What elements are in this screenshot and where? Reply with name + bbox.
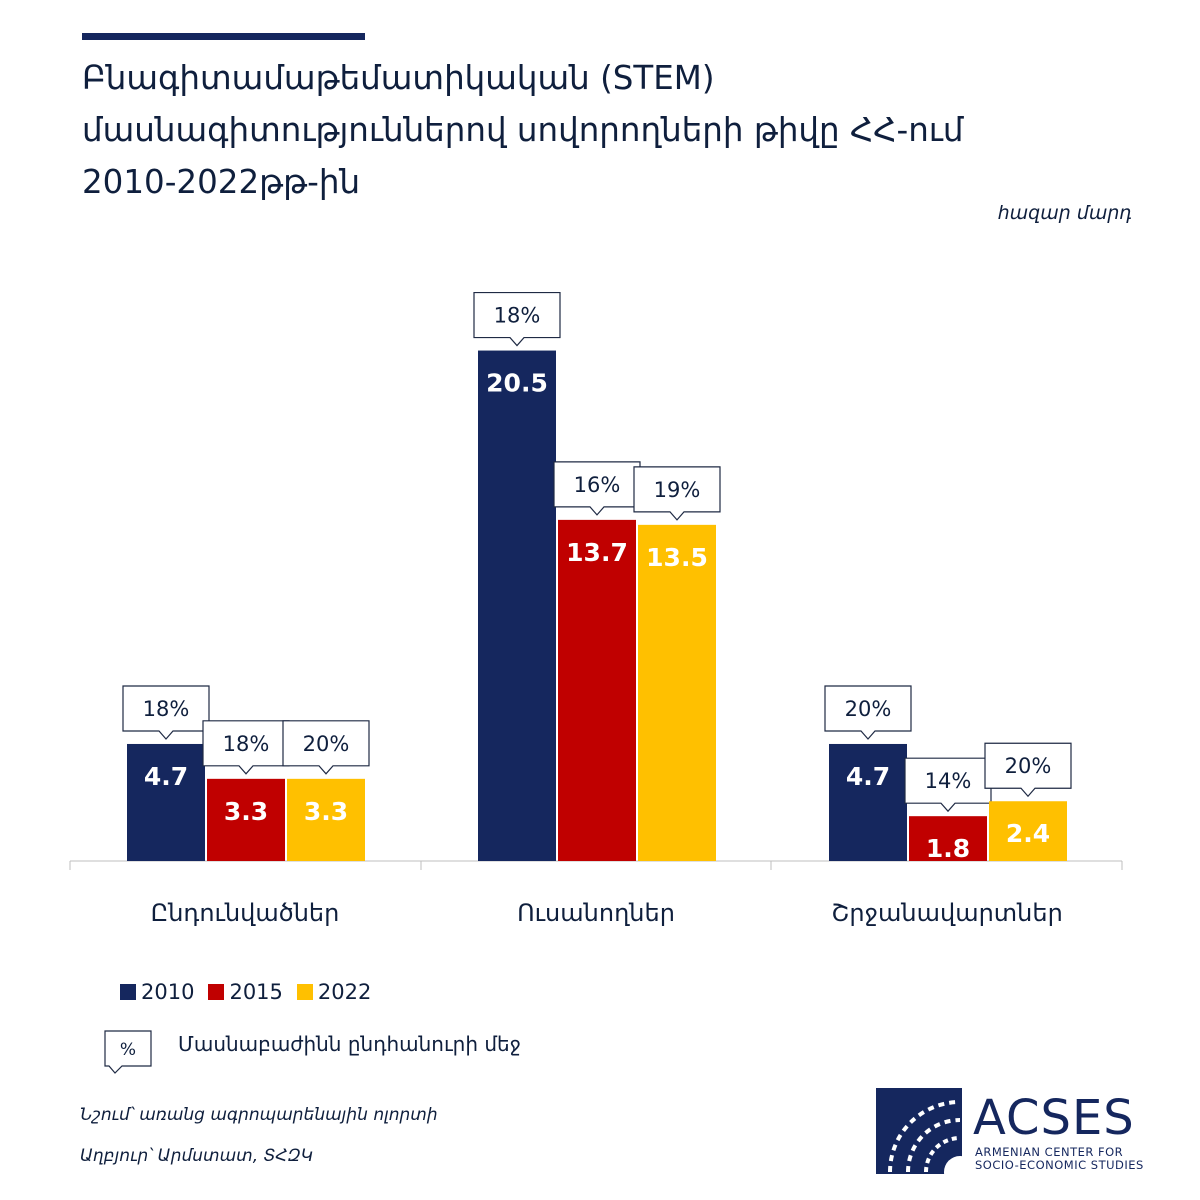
percent-callout-legend-icon: % [104,1030,152,1074]
category-label: Ընդունվածներ [151,899,340,927]
title-line-1: Բնագիտամաթեմատիկական (STEM) [82,59,715,97]
legend-label-2010: 2010 [141,980,195,1004]
unit-label: հազար մարդ [997,202,1132,224]
bar-value-label: 20.5 [486,369,548,398]
share-label: 20% [303,732,350,756]
share-callout [984,742,1072,798]
legend-item-2022: 2022 [296,980,372,1004]
logo-wordmark: ACSES [973,1090,1135,1146]
bar-value-label: 2.4 [1006,819,1050,848]
share-label: 18% [494,304,541,328]
legend-item-2010: 2010 [120,980,194,1004]
share-callout [633,466,721,521]
logo-subtitle-line-1: ARMENIAN CENTER FOR [975,1145,1124,1159]
bar-value-label: 3.3 [304,797,348,826]
category-label: Շրջանավարտներ [831,899,1063,927]
bar-2010 [127,743,205,861]
title-accent-rule [82,33,365,40]
share-label: 20% [845,697,892,721]
bar-value-label: 4.7 [846,762,890,791]
category-label: Ուսանողներ [517,899,675,927]
legend-item-2015: 2015 [208,980,283,1004]
share-callout [473,291,561,347]
share-callout [282,720,370,775]
logo-subtitle: ARMENIAN CENTER FOR SOCIO-ECONOMIC STUDI… [975,1146,1144,1172]
share-callout [122,685,210,740]
share-callout [824,685,912,740]
legend-swatch-2015 [208,984,225,1000]
bar-chart: Ընդունվածներ 4.7 18% 3.3 18% 3.3 20% Ուսանողներ… [69,291,1123,927]
percent-legend-label: Մասնաբաժինն ընդհանուրի մեջ [178,1032,521,1056]
bar-2015 [558,519,636,861]
legend: 2010 2015 2022 [120,980,371,1004]
share-label: 20% [1005,754,1052,778]
logo-subtitle-line-2: SOCIO-ECONOMIC STUDIES [975,1158,1144,1172]
bar-2022 [638,524,716,861]
bar-value-label: 13.5 [646,543,708,572]
legend-swatch-2010 [120,984,136,1000]
title-line-3: 2010-2022թթ-ին [82,163,361,201]
chart-title: Բնագիտամաթեմատիկական (STEM) մասնագիտությ… [82,52,1122,208]
bar-value-label: 1.8 [926,834,970,863]
bar-2022 [287,778,365,861]
bar-2022 [989,801,1067,861]
share-label: 18% [223,732,270,756]
share-label: 16% [574,473,621,497]
bar-2010 [478,350,556,861]
bar-2015 [909,816,987,861]
bar-value-label: 4.7 [144,762,188,791]
bar-2010 [829,743,907,861]
percent-symbol: % [120,1040,136,1060]
bar-value-label: 3.3 [224,797,268,826]
legend-swatch-2022 [296,984,313,1000]
acses-logo-icon [876,1088,962,1174]
share-label: 19% [654,478,701,502]
source-text: Աղբյուր՝ Արմստատ, ՏՀԶԿ [80,1146,314,1166]
bar-2015 [207,778,285,861]
legend-label-2022: 2022 [317,980,372,1004]
share-label: 14% [925,769,972,793]
note-text: Նշում՝ առանց ագրոպարենային ոլորտի [80,1105,438,1125]
bar-value-label: 13.7 [566,538,628,567]
title-line-2: մասնագիտություններով սովորողների թիվը ՀՀ… [82,111,964,149]
legend-label-2015: 2015 [229,980,283,1004]
share-label: 18% [143,697,190,721]
